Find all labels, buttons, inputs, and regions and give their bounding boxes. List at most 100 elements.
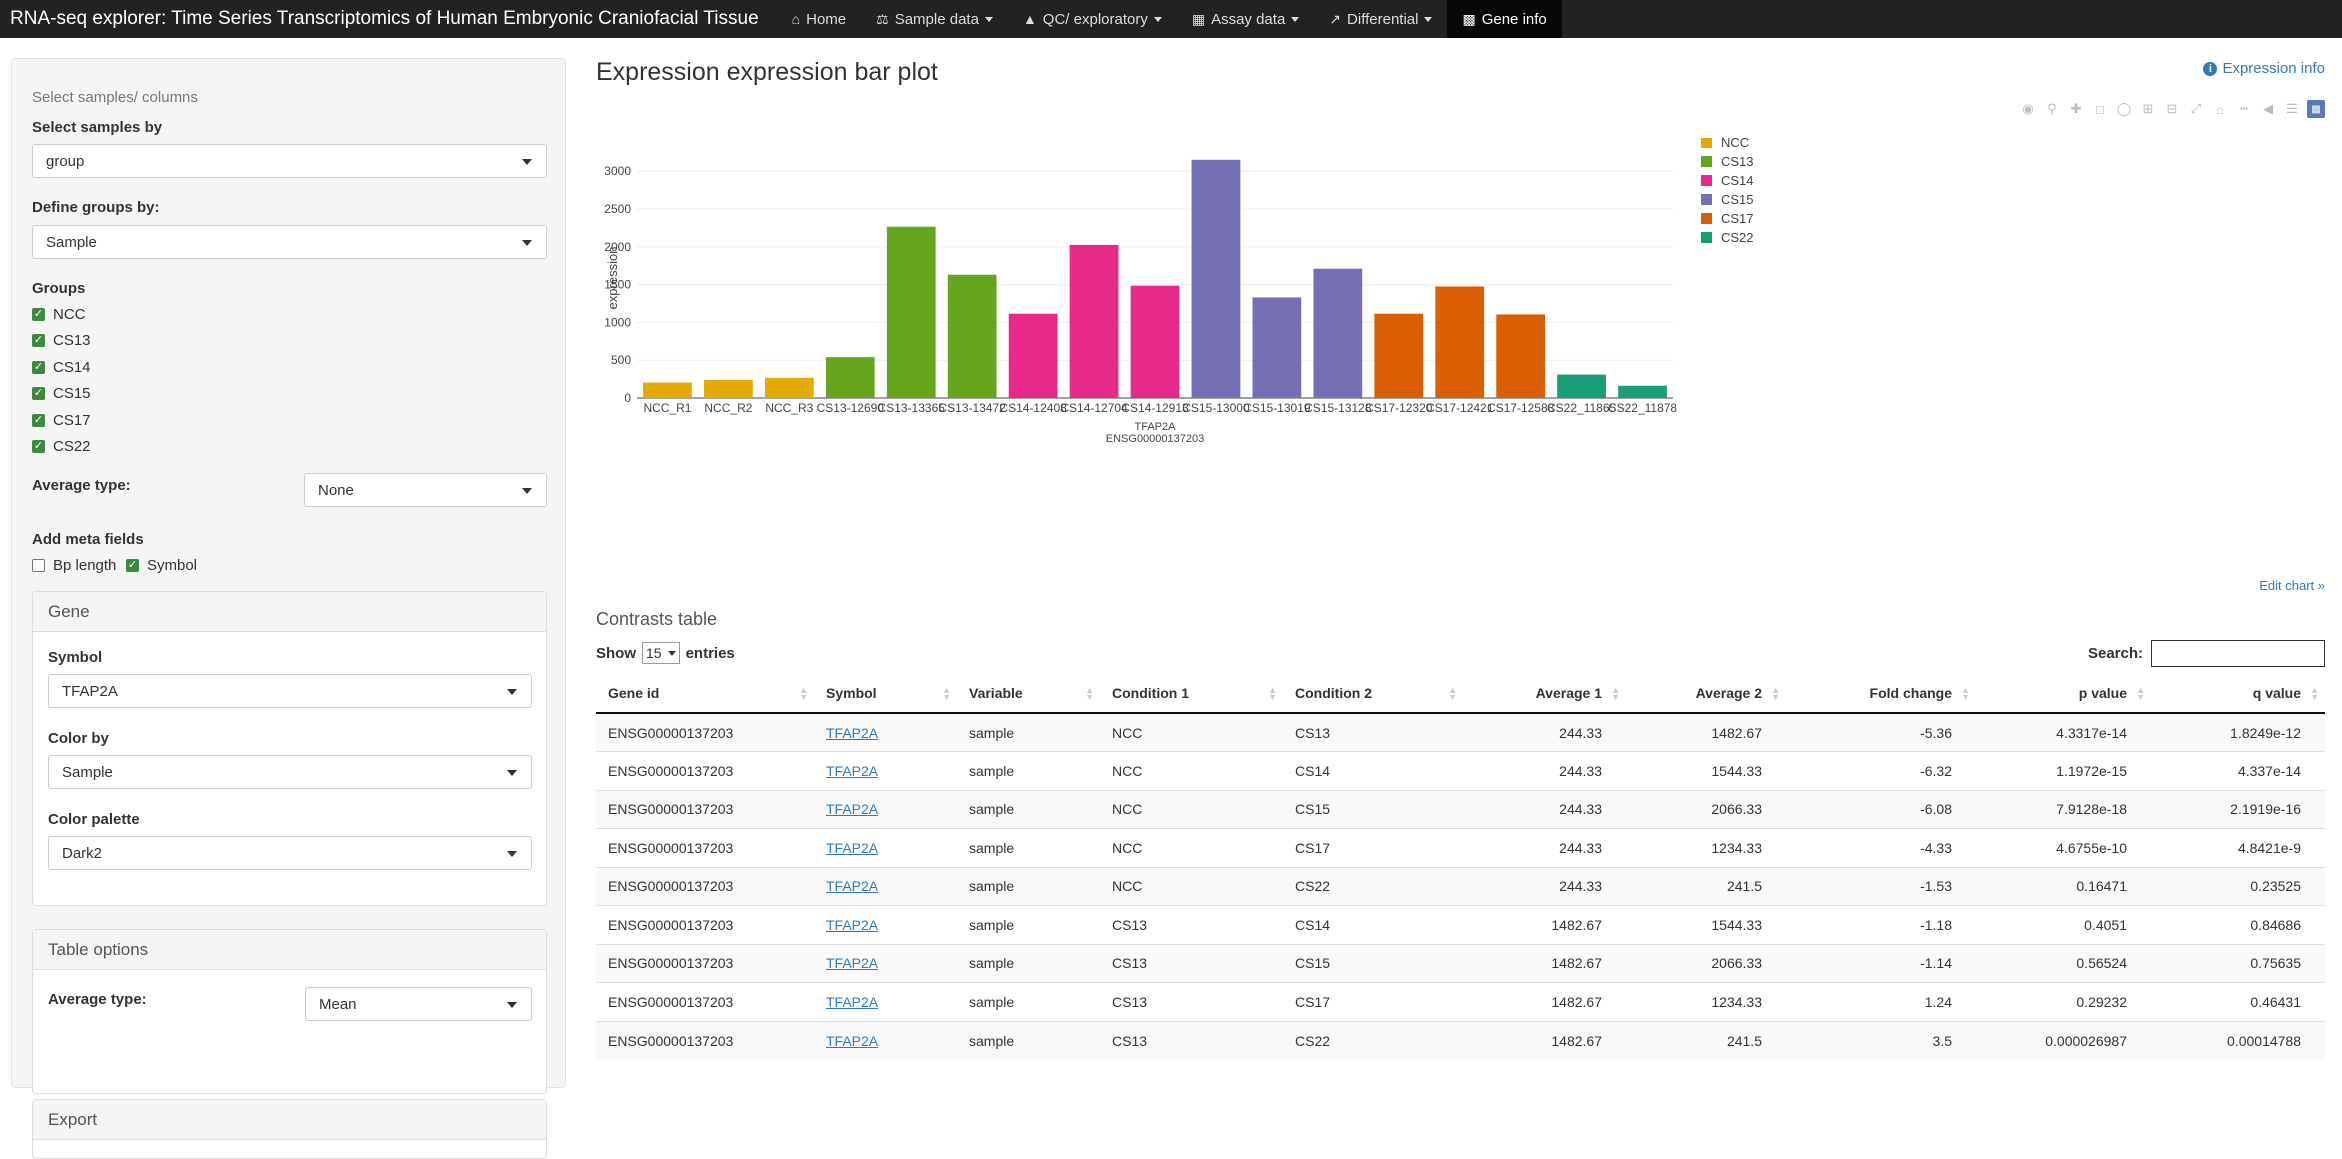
group-checkbox-cs15[interactable]: ✓ CS15 — [32, 385, 91, 402]
pan-icon[interactable]: ✚ — [2070, 101, 2082, 116]
column-header[interactable]: Average 2 ▲ ▼ — [1626, 674, 1786, 714]
color-by-dropdown[interactable]: Sample — [48, 755, 532, 789]
bar[interactable] — [947, 274, 997, 398]
bar[interactable] — [1008, 313, 1058, 398]
bar[interactable] — [1374, 313, 1424, 398]
legend-swatch[interactable] — [1701, 194, 1712, 205]
checkbox-checked-icon[interactable]: ✓ — [32, 361, 45, 374]
plotly-logo-icon[interactable]: ▩ — [2307, 100, 2325, 118]
bar[interactable] — [764, 377, 814, 398]
column-header[interactable]: Gene id ▲ ▼ — [596, 674, 814, 714]
column-header[interactable]: Variable ▲ ▼ — [957, 674, 1100, 714]
symbol-link[interactable]: TFAP2A — [826, 839, 879, 856]
symbol-link[interactable]: TFAP2A — [826, 1032, 879, 1049]
nav-sample-data[interactable]: ⚖ Sample data — [861, 0, 1008, 38]
bar[interactable] — [1313, 268, 1363, 398]
group-checkbox-cs14[interactable]: ✓ CS14 — [32, 359, 91, 376]
group-checkbox-cs22[interactable]: ✓ CS22 — [32, 438, 91, 455]
table-average-type-dropdown[interactable]: Mean — [305, 987, 532, 1021]
box-select-icon[interactable]: □ — [2096, 101, 2104, 117]
bar[interactable] — [1618, 385, 1667, 398]
checkbox-checked-icon[interactable]: ✓ — [32, 440, 45, 453]
symbol-link[interactable]: TFAP2A — [826, 801, 879, 818]
table-cell: 1544.33 — [1626, 905, 1786, 944]
group-checkbox-ncc[interactable]: ✓ NCC — [32, 306, 86, 323]
checkbox-checked-icon[interactable]: ✓ — [32, 414, 45, 427]
checkbox-unchecked-icon[interactable] — [32, 559, 45, 572]
hover-compare-icon[interactable]: ☰ — [2286, 101, 2298, 116]
gene-panel-title[interactable]: Gene — [33, 592, 546, 632]
autoscale-icon[interactable]: ⤢ — [2190, 101, 2202, 116]
symbol-link[interactable]: TFAP2A — [826, 878, 879, 895]
x-axis-label: TFAP2A ENSG00000137203 — [1106, 421, 1204, 445]
reset-axes-icon[interactable]: ⌂ — [2216, 101, 2224, 117]
bar[interactable] — [1496, 314, 1546, 398]
symbol-dropdown[interactable]: TFAP2A — [48, 674, 532, 708]
page-length-select[interactable]: 15 — [642, 642, 680, 664]
table-options-title[interactable]: Table options — [33, 930, 546, 970]
hover-closest-icon[interactable]: ◀ — [2263, 101, 2273, 116]
checkbox-checked-icon[interactable]: ✓ — [32, 334, 45, 347]
select-samples-dropdown[interactable]: group — [32, 144, 547, 178]
bar[interactable] — [825, 357, 875, 398]
bar[interactable] — [1557, 374, 1606, 398]
legend-swatch[interactable] — [1701, 138, 1712, 148]
column-header[interactable]: Symbol ▲ ▼ — [814, 674, 957, 714]
nav-assay-data[interactable]: ▦ Assay data — [1177, 0, 1314, 38]
legend-label[interactable]: CS22 — [1721, 230, 1754, 245]
column-header[interactable]: q value ▲ ▼ — [2151, 674, 2325, 714]
legend-swatch[interactable] — [1701, 232, 1712, 243]
meta-field-bp-length[interactable]: Bp length — [32, 557, 116, 574]
zoom-in-icon[interactable]: ⊞ — [2142, 101, 2154, 116]
export-panel-title[interactable]: Export — [33, 1100, 546, 1140]
bar[interactable] — [1130, 285, 1180, 398]
app-title[interactable]: RNA-seq explorer: Time Series Transcript… — [10, 8, 759, 29]
edit-chart-link[interactable]: Edit chart » — [2259, 578, 2325, 593]
bar[interactable] — [704, 379, 753, 398]
nav-gene-info[interactable]: ▩ Gene info — [1447, 0, 1562, 38]
lasso-select-icon[interactable]: ◯ — [2116, 101, 2132, 116]
nav-qc-exploratory[interactable]: ▲ QC/ exploratory — [1008, 0, 1177, 38]
checkbox-checked-icon[interactable]: ✓ — [126, 559, 139, 572]
symbol-link[interactable]: TFAP2A — [826, 916, 879, 933]
search-input[interactable] — [2151, 640, 2325, 667]
expression-info-link[interactable]: i Expression info — [2203, 60, 2325, 77]
spike-lines-icon[interactable]: ┅ — [2240, 101, 2248, 116]
symbol-link[interactable]: TFAP2A — [826, 955, 879, 972]
column-header[interactable]: Condition 2 ▲ ▼ — [1283, 674, 1463, 714]
meta-field-symbol[interactable]: ✓ Symbol — [126, 557, 197, 574]
legend-swatch[interactable] — [1701, 156, 1712, 167]
bar[interactable] — [886, 226, 936, 398]
nav-differential[interactable]: ↗ Differential — [1314, 0, 1447, 38]
symbol-link[interactable]: TFAP2A — [826, 762, 879, 779]
legend-label[interactable]: NCC — [1721, 138, 1749, 150]
camera-icon[interactable]: ◉ — [2022, 101, 2034, 116]
zoom-icon[interactable]: ⚲ — [2047, 101, 2057, 116]
bar[interactable] — [1069, 244, 1119, 398]
group-checkbox-cs13[interactable]: ✓ CS13 — [32, 332, 91, 349]
legend-label[interactable]: CS17 — [1721, 211, 1754, 226]
legend-label[interactable]: CS14 — [1721, 173, 1754, 188]
bar[interactable] — [643, 382, 692, 398]
column-header[interactable]: Fold change ▲ ▼ — [1786, 674, 1976, 714]
symbol-link[interactable]: TFAP2A — [826, 724, 879, 741]
symbol-link[interactable]: TFAP2A — [826, 993, 879, 1010]
define-groups-dropdown[interactable]: Sample — [32, 225, 547, 259]
nav-home[interactable]: ⌂ Home — [777, 0, 861, 38]
column-header[interactable]: p value ▲ ▼ — [1976, 674, 2151, 714]
checkbox-checked-icon[interactable]: ✓ — [32, 387, 45, 400]
legend-label[interactable]: CS15 — [1721, 192, 1754, 207]
zoom-out-icon[interactable]: ⊟ — [2166, 101, 2178, 116]
bar[interactable] — [1191, 159, 1241, 398]
group-checkbox-cs17[interactable]: ✓ CS17 — [32, 412, 91, 429]
bar[interactable] — [1252, 297, 1302, 398]
bar[interactable] — [1435, 286, 1485, 398]
legend-label[interactable]: CS13 — [1721, 154, 1754, 169]
color-palette-dropdown[interactable]: Dark2 — [48, 836, 532, 870]
legend-swatch[interactable] — [1701, 213, 1712, 224]
checkbox-checked-icon[interactable]: ✓ — [32, 308, 45, 321]
legend-swatch[interactable] — [1701, 175, 1712, 186]
column-header[interactable]: Average 1 ▲ ▼ — [1463, 674, 1626, 714]
column-header[interactable]: Condition 1 ▲ ▼ — [1100, 674, 1283, 714]
average-type-dropdown[interactable]: None — [304, 473, 547, 507]
